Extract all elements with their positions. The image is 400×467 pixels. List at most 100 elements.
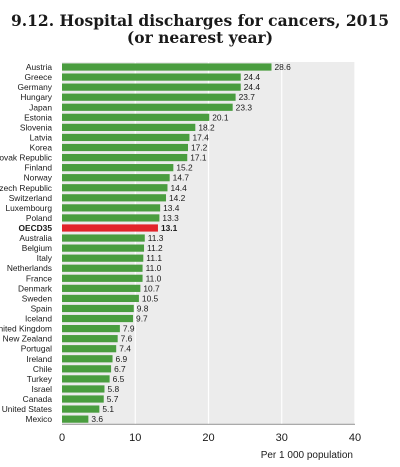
bar	[62, 133, 190, 142]
category-label: Canada	[23, 394, 53, 404]
value-label: 23.3	[236, 102, 253, 112]
bar	[62, 304, 134, 313]
category-label: United Kingdom	[0, 324, 52, 334]
category-label: Ireland	[26, 354, 52, 364]
category-label: Hungary	[20, 92, 52, 102]
value-label: 5.1	[102, 404, 114, 414]
category-label: Denmark	[18, 283, 53, 293]
category-label: Chile	[33, 364, 52, 374]
value-label: 3.6	[91, 414, 103, 424]
category-label: Poland	[26, 213, 52, 223]
value-label: 13.3	[162, 213, 179, 223]
bar	[62, 224, 158, 232]
bar	[62, 103, 233, 111]
value-label: 17.2	[191, 143, 208, 153]
value-label: 24.4	[244, 82, 261, 92]
bar	[62, 345, 117, 353]
category-label: Czech Republic	[0, 183, 52, 193]
value-label: 9.8	[137, 303, 149, 313]
value-label: 7.9	[123, 324, 135, 334]
bar	[62, 174, 170, 182]
category-label: Austria	[26, 62, 52, 72]
category-label: OECD35	[18, 223, 52, 233]
category-label: Netherlands	[7, 263, 52, 273]
bar	[62, 314, 134, 323]
category-label: Portugal	[21, 344, 52, 354]
category-label: Germany	[18, 82, 53, 92]
category-label: Slovak Republic	[0, 153, 52, 163]
bar	[62, 184, 168, 192]
bar	[62, 274, 143, 282]
bar	[62, 143, 188, 152]
value-label: 11.0	[146, 273, 162, 283]
bar	[62, 234, 145, 242]
value-label: 10.5	[142, 293, 159, 303]
category-label: Latvia	[30, 132, 53, 142]
value-label: 17.4	[192, 132, 209, 142]
category-label: Norway	[24, 173, 53, 183]
value-label: 10.7	[143, 283, 160, 293]
category-label: Luxembourg	[5, 203, 52, 213]
category-label: Belgium	[22, 243, 52, 253]
value-label: 23.7	[239, 92, 256, 102]
category-label: Iceland	[25, 314, 52, 324]
x-tick-label: 10	[129, 432, 141, 444]
value-label: 15.2	[176, 163, 193, 173]
category-label: Mexico	[25, 414, 52, 424]
value-label: 14.2	[169, 193, 186, 203]
category-label: Switzerland	[9, 193, 53, 203]
bar	[62, 164, 174, 172]
category-label: Turkey	[27, 374, 53, 384]
category-label: New Zealand	[3, 334, 53, 344]
value-label: 13.1	[161, 223, 178, 233]
bar	[62, 395, 104, 403]
x-tick-label: 30	[276, 432, 288, 444]
value-label: 20.1	[212, 112, 229, 122]
value-label: 14.7	[173, 173, 190, 183]
category-label: Estonia	[24, 112, 52, 122]
value-label: 28.6	[274, 62, 291, 72]
bar	[62, 63, 272, 71]
value-label: 24.4	[244, 72, 261, 82]
bar	[62, 214, 160, 222]
bar	[62, 153, 188, 162]
bar	[62, 244, 145, 252]
category-label: Israel	[32, 384, 53, 394]
bar	[62, 335, 118, 343]
title-block: 9.12. Hospital discharges for cancers, 2…	[0, 0, 400, 46]
bar	[62, 355, 113, 363]
bar	[62, 415, 89, 423]
x-tick-label: 0	[59, 432, 65, 444]
value-label: 11.1	[146, 253, 162, 263]
category-label: Finland	[25, 163, 53, 173]
category-label: Greece	[25, 72, 53, 82]
bar	[62, 294, 139, 303]
category-label: Slovenia	[20, 122, 52, 132]
value-label: 7.4	[119, 344, 131, 354]
value-label: 18.2	[198, 122, 215, 132]
value-label: 9.7	[136, 314, 148, 324]
bar	[62, 123, 196, 131]
bar	[62, 113, 210, 121]
bar	[62, 254, 144, 262]
bar	[62, 324, 120, 333]
value-label: 7.6	[121, 334, 133, 344]
bar	[62, 284, 141, 292]
value-label: 11.0	[146, 263, 162, 273]
x-tick-label: 40	[349, 432, 361, 444]
category-label: Australia	[19, 233, 52, 243]
category-label: Japan	[29, 102, 52, 112]
bar	[62, 73, 241, 81]
bar	[62, 375, 110, 383]
category-label: Spain	[31, 303, 53, 313]
bar	[62, 365, 112, 373]
x-tick-label: 20	[202, 432, 214, 444]
bar	[62, 93, 236, 101]
value-label: 6.5	[113, 374, 125, 384]
chart-title: 9.12. Hospital discharges for cancers, 2…	[10, 11, 390, 30]
category-label: Italy	[37, 253, 53, 263]
chart-subtitle: (or nearest year)	[126, 28, 274, 47]
category-label: Sweden	[22, 293, 53, 303]
value-label: 13.4	[163, 203, 180, 213]
